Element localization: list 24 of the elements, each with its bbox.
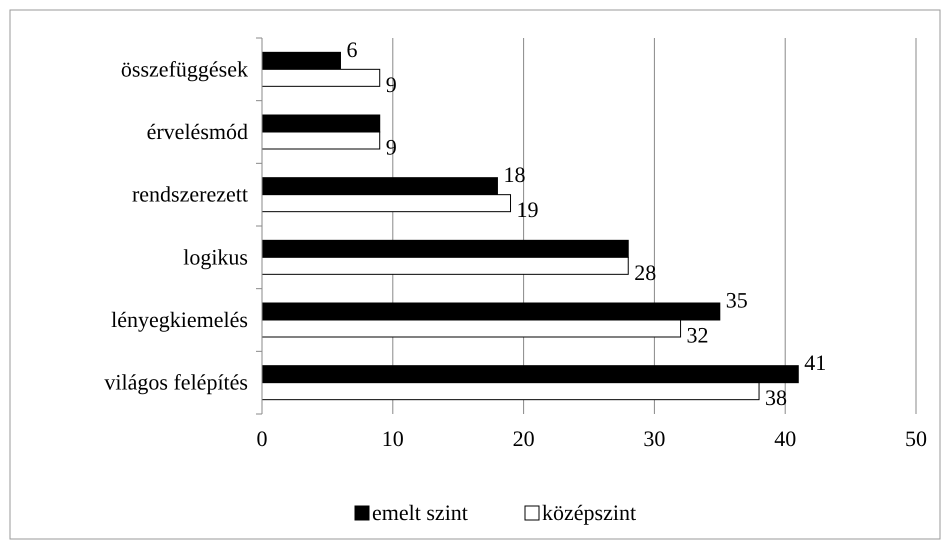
- x-tick-label: 40: [774, 426, 796, 451]
- data-label: 41: [804, 350, 826, 376]
- data-label: 9: [386, 134, 397, 160]
- x-tick-label: 30: [643, 426, 666, 451]
- data-label: 32: [686, 322, 709, 348]
- data-label: 19: [516, 197, 539, 222]
- data-label: 38: [765, 385, 788, 410]
- legend-label: középszint: [542, 500, 636, 525]
- legend-label: emelt szint: [372, 500, 468, 525]
- x-tick-label: 20: [512, 426, 535, 451]
- y-tick-label: érvelésmód: [146, 119, 248, 144]
- y-tick-label: világos felépítés: [104, 370, 248, 395]
- data-label: 6: [346, 36, 358, 62]
- data-label: 28: [634, 260, 656, 285]
- x-tick-label: 10: [382, 426, 404, 451]
- y-tick-label: logikus: [183, 244, 248, 270]
- x-tick-label: 50: [905, 426, 927, 451]
- data-label: 18: [503, 162, 526, 188]
- data-label: 9: [386, 72, 397, 97]
- x-tick-label: 0: [256, 426, 268, 451]
- data-label: 35: [726, 288, 748, 312]
- y-tick-label: rendszerezett: [132, 182, 248, 207]
- y-tick-label: összefüggések: [120, 56, 248, 82]
- y-tick-label: lényegkiemelés: [111, 307, 248, 332]
